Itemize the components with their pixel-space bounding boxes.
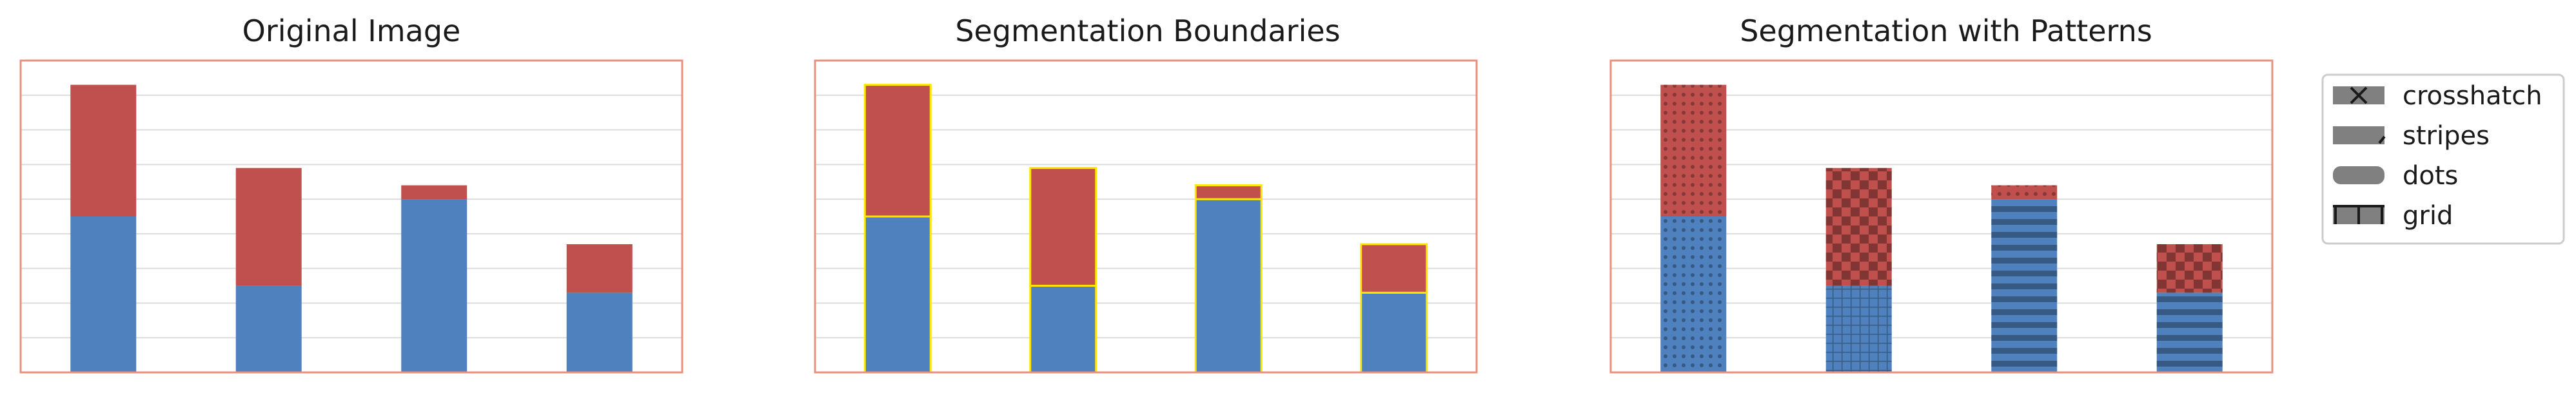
legend-frame xyxy=(2321,73,2565,245)
legend-entry-stripes: stripes xyxy=(2333,121,2490,151)
plot-area xyxy=(814,59,1478,374)
grid-icon xyxy=(2333,205,2384,224)
plot-area xyxy=(1609,59,2274,374)
bar-pattern-dots xyxy=(1660,84,1727,216)
plot-frame xyxy=(814,59,1478,374)
bar-segment-lower xyxy=(401,199,467,372)
bar-segment-lower xyxy=(1360,291,1428,374)
bar-segment-lower xyxy=(1029,285,1097,374)
bar-pattern-dots xyxy=(1991,185,2058,200)
dots-icon xyxy=(2333,166,2384,184)
plot-frame xyxy=(19,59,683,374)
panel-title: Segmentation with Patterns xyxy=(1740,14,2152,48)
bar-pattern-grid xyxy=(1825,285,1892,372)
plot-area xyxy=(19,59,683,374)
bar-segment-upper xyxy=(235,168,302,286)
legend: crosshatch stripes dots grid xyxy=(2321,73,2565,245)
legend-entry-dots: dots xyxy=(2333,161,2458,191)
legend-label: dots xyxy=(2403,161,2458,191)
bar-pattern-stripes xyxy=(1991,199,2058,372)
panel-segmentation-boundaries: Segmentation Boundaries xyxy=(814,14,1478,374)
bar-segment-upper xyxy=(863,84,932,218)
panel-original-image: Original Image xyxy=(19,14,683,374)
bar-pattern-stripes xyxy=(2156,292,2223,372)
bar-segment-lower xyxy=(1194,198,1263,374)
bar-segment-upper xyxy=(401,185,467,200)
bar-segment-upper xyxy=(1360,243,1428,294)
stripes-icon xyxy=(2333,126,2384,144)
legend-entry-crosshatch: crosshatch xyxy=(2333,81,2542,111)
plot-frame xyxy=(1609,59,2274,374)
legend-label: crosshatch xyxy=(2403,81,2542,111)
bar-segment-lower xyxy=(566,292,633,372)
bar-pattern-crosshatch xyxy=(2156,244,2223,293)
bar-pattern-dots xyxy=(1660,216,1727,372)
bar-segment-lower xyxy=(70,216,137,372)
legend-label: grid xyxy=(2403,201,2453,231)
panel-title: Segmentation Boundaries xyxy=(955,14,1340,48)
panel-segmentation-with-patterns: Segmentation with Patterns xyxy=(1609,14,2274,374)
bar-segment-upper xyxy=(1029,167,1097,287)
bar-segment-upper xyxy=(70,84,137,216)
bar-segment-lower xyxy=(863,215,932,374)
crosshatch-icon xyxy=(2350,86,2368,104)
panel-title: Original Image xyxy=(242,14,461,48)
stripes-icon xyxy=(2378,135,2386,144)
bar-pattern-crosshatch xyxy=(1825,168,1892,286)
legend-label: stripes xyxy=(2403,121,2490,151)
bar-segment-lower xyxy=(235,285,302,372)
bar-segment-upper xyxy=(1194,184,1263,200)
legend-entry-grid: grid xyxy=(2333,201,2453,231)
bar-segment-upper xyxy=(566,244,633,293)
